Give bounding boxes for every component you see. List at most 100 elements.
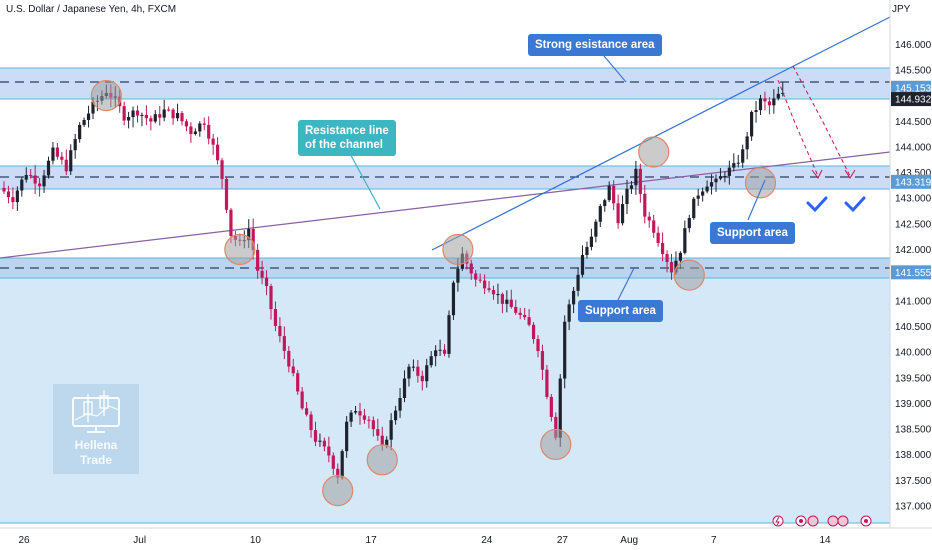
y-tick-label: 139.000 [895,399,932,410]
candle [687,218,691,229]
callout-pointer [617,267,635,301]
candle [313,430,318,442]
support-zone-lower-fill [0,258,890,523]
candle [122,106,126,121]
candle [331,455,335,469]
pivot-marker [673,259,705,291]
event-icons[interactable] [772,515,872,527]
pivot-marker [540,428,572,461]
candle [11,197,15,203]
callout-resistance-line[interactable]: Resistance line of the channel [298,120,396,156]
candle [153,114,157,122]
callout-support-bottom[interactable]: Support area [578,300,663,322]
x-tick-label: 7 [711,535,717,546]
candle [349,412,353,422]
candle [576,274,580,291]
candle [189,126,193,135]
candle [371,420,375,430]
y-tick-label: 140.500 [895,322,932,333]
candle [474,273,478,280]
candle [589,236,593,247]
candle [603,200,607,207]
hellena-trade-logo: Hellena Trade [53,384,139,474]
candle [385,439,389,446]
candle [269,286,273,310]
y-tick-label: 140.000 [895,348,932,359]
candle [607,185,611,201]
currency-label[interactable]: JPY [892,4,911,15]
callout-strong-resistance[interactable]: Strong esistance area [528,34,662,56]
us-flag-icon[interactable] [837,515,849,527]
candle [144,114,148,119]
pivot-marker [442,233,474,266]
candle [750,111,754,137]
candle [518,312,522,315]
candle [202,123,206,125]
y-tick-label: 141.000 [895,296,932,307]
candle [483,280,487,289]
lightning-icon-glyph [775,516,780,526]
callout-pointer [747,179,766,221]
pivot-marker [744,167,777,199]
candle [29,174,33,176]
candle [407,366,411,379]
candle [580,254,585,275]
candle [309,414,313,431]
logo-text-line1: Hellena [74,438,118,452]
time-axis[interactable] [0,528,932,550]
x-tick-label: 10 [250,535,262,546]
x-tick-label: 26 [18,535,30,546]
candle [247,228,251,241]
candle [376,429,380,436]
candle [554,416,558,438]
candle [540,351,545,370]
us-flag-icon[interactable] [827,515,839,527]
candle [620,204,625,224]
candle [696,195,700,199]
y-tick-label: 143.500 [895,168,932,179]
candle [754,110,758,112]
candle [545,369,549,397]
candle [692,198,696,219]
candle [340,451,344,478]
candle [51,147,55,161]
candle [135,110,140,116]
candle [643,193,647,217]
candle [345,421,349,452]
candle [616,203,620,224]
upper-channel-line [431,16,891,251]
pivot-marker [322,475,354,507]
candle [296,373,300,392]
candle [505,299,509,304]
candle [598,206,602,222]
callout-pointer [603,55,627,83]
price-label-box [891,80,931,95]
candle [162,109,166,118]
callout-support-right[interactable]: Support area [710,222,795,244]
candle [411,366,415,368]
forecast-path-1 [777,79,819,177]
candle [638,168,642,194]
y-tick-label: 137.500 [895,476,932,487]
y-axis-ticks: 146.000145.500145.000144.500144.000143.5… [895,40,932,513]
candle [625,188,629,205]
candle [127,117,131,121]
pivot-marker [638,136,670,168]
pivot-markers [90,79,777,507]
price-label: 144.932 [895,95,932,106]
japan-flag-icon-dot [864,519,868,523]
price-axis[interactable] [890,0,932,528]
candle [567,304,571,322]
price-label-box [891,174,931,189]
candle [15,190,19,203]
y-tick-label: 138.000 [895,450,932,461]
x-tick-label: 24 [481,535,493,546]
us-flag-icon[interactable] [807,515,819,527]
candle [500,294,504,304]
lightning-icon[interactable] [772,515,784,527]
candle [656,232,660,244]
candlestick-monitor-icon [72,390,120,433]
